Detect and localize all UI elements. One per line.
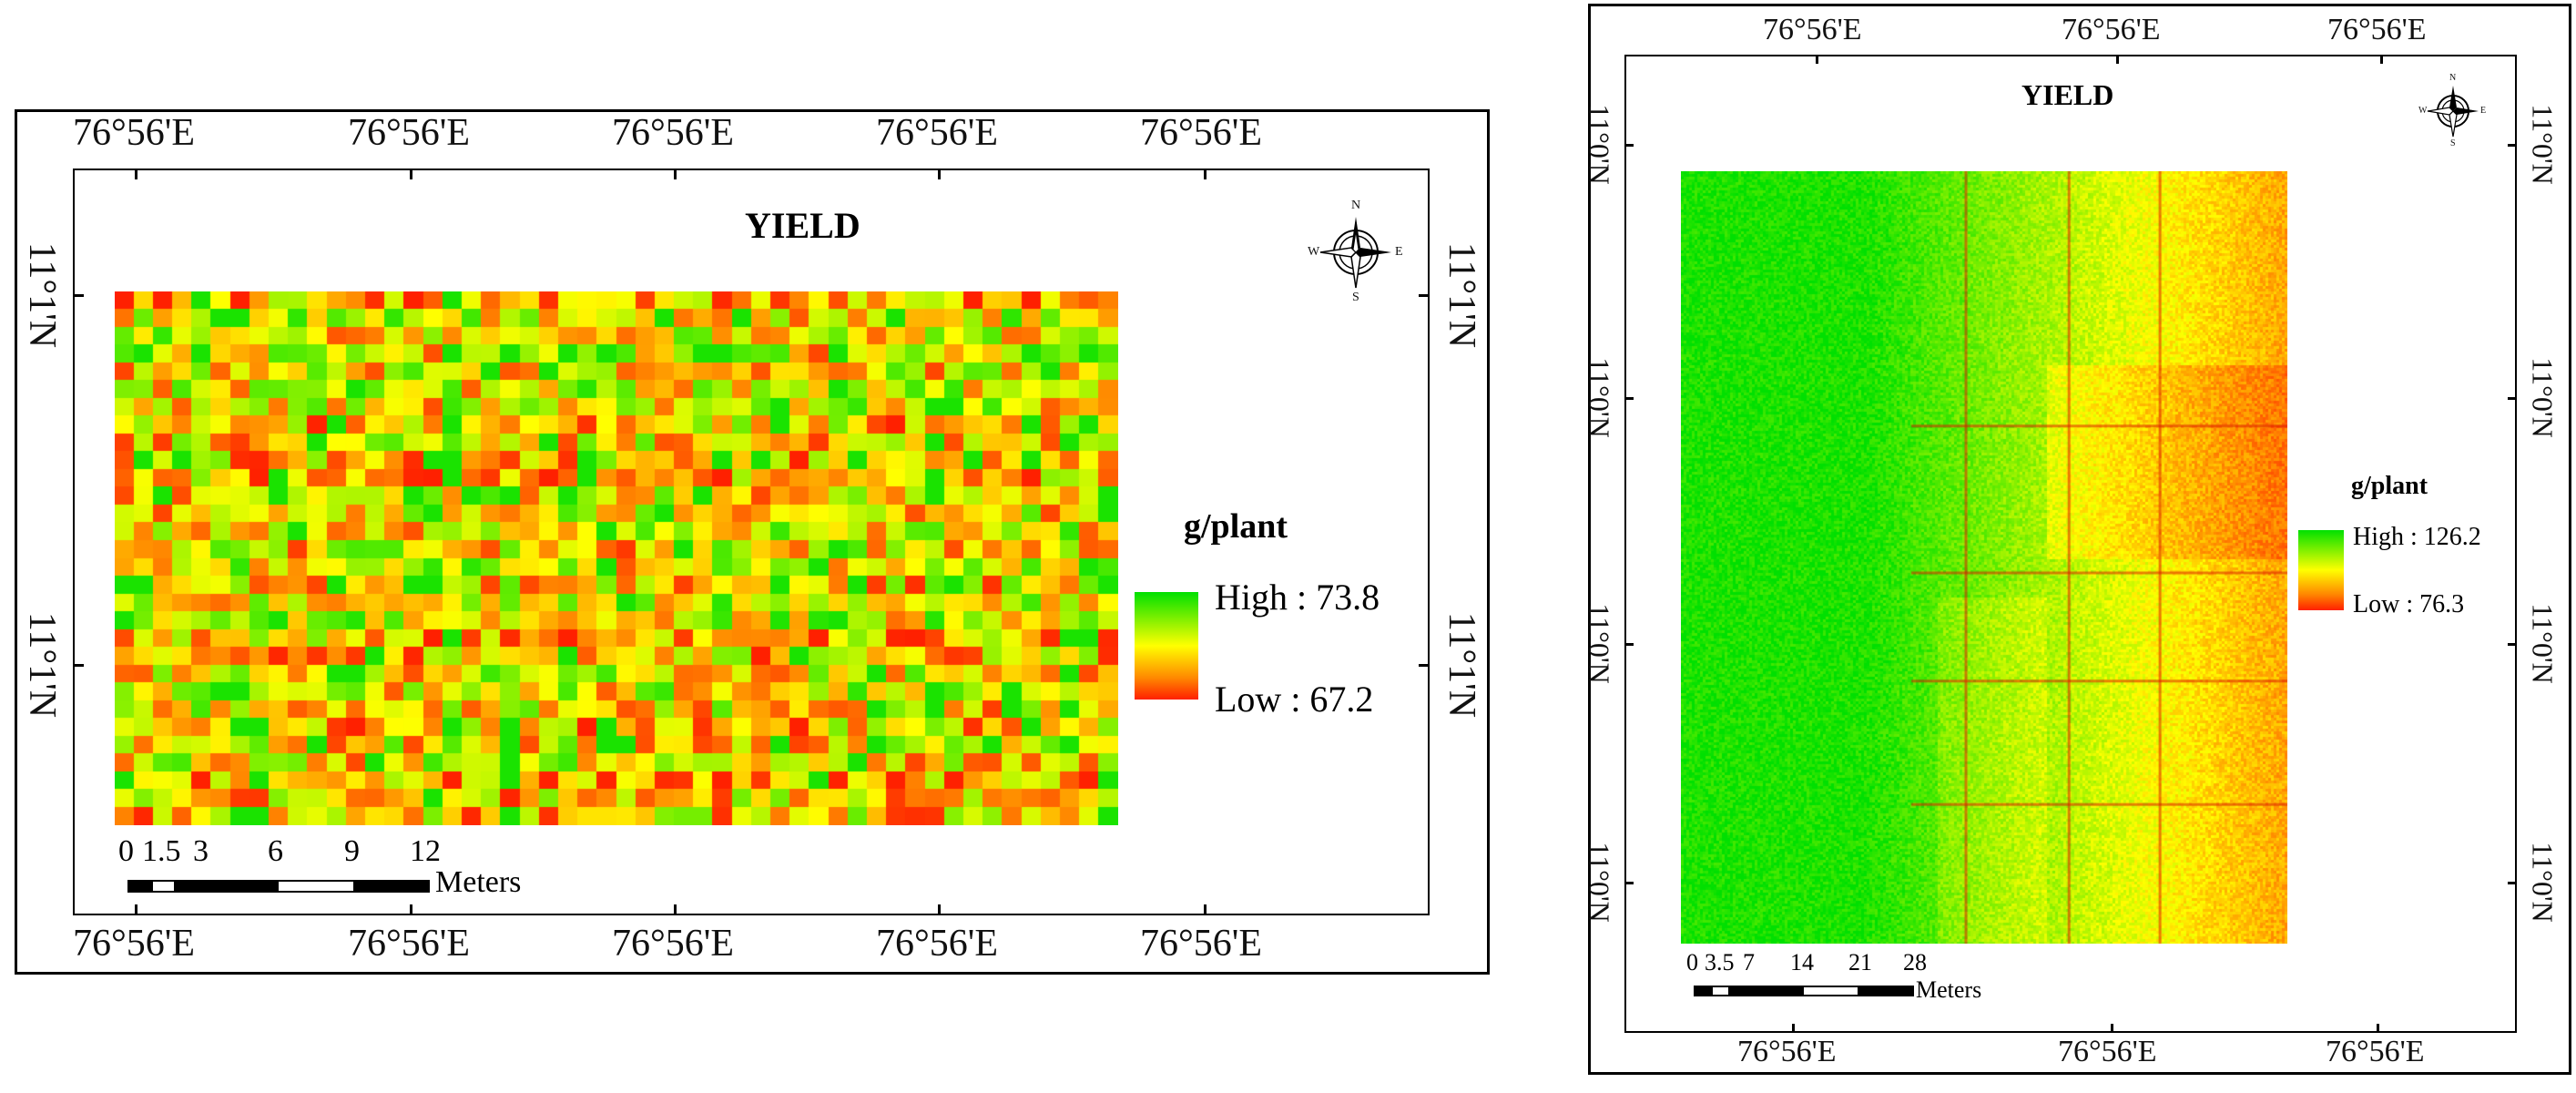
right-top-tick — [2380, 55, 2383, 64]
left-top-lon-label: 76°56'E — [612, 112, 735, 154]
left-lat-tick — [1419, 664, 1430, 667]
right-lat-label-right: 11°0'N — [2526, 104, 2560, 185]
left-scale-tick-label: 1.5 — [142, 834, 181, 868]
compass-e: E — [1395, 245, 1403, 259]
left-lat-label-left: 11°1'N — [21, 241, 63, 349]
left-lat-tick — [73, 664, 84, 667]
compass-w: W — [2418, 106, 2428, 116]
left-scale-tick-label: 3 — [193, 834, 209, 868]
compass-w: W — [1308, 245, 1320, 259]
compass-rose-icon: N S W E — [1302, 199, 1410, 306]
right-legend-low: Low : 76.3 — [2353, 590, 2465, 618]
left-scale-unit: Meters — [435, 865, 522, 899]
right-top-lon-label: 76°56'E — [1763, 13, 1862, 46]
left-map-title: YIELD — [745, 205, 860, 246]
right-legend-high: High : 126.2 — [2353, 523, 2481, 551]
right-lat-tick — [2508, 397, 2517, 400]
right-scale-tick-label: 28 — [1903, 949, 1927, 976]
compass-s: S — [1352, 291, 1359, 304]
left-top-tick — [1204, 169, 1207, 179]
left-scale-tick-label: 9 — [344, 834, 360, 868]
left-bottom-lon-label: 76°56'E — [348, 923, 471, 965]
compass-n: N — [2449, 73, 2457, 83]
left-lat-label-left: 11°1'N — [21, 611, 63, 719]
left-scale-bar — [127, 880, 430, 893]
right-bottom-lon-label: 76°56'E — [1737, 1035, 1837, 1068]
compass-s: S — [2450, 138, 2456, 148]
left-lat-label-right: 11°1'N — [1441, 241, 1482, 349]
right-bottom-tick — [2377, 1024, 2379, 1033]
left-bottom-tick — [938, 904, 941, 915]
left-legend-low: Low : 67.2 — [1215, 679, 1374, 720]
right-lat-label-left: 11°0'N — [1583, 357, 1616, 438]
right-bottom-tick — [1792, 1024, 1795, 1033]
right-scale-tick-label: 21 — [1848, 949, 1872, 976]
left-top-lon-label: 76°56'E — [876, 112, 999, 154]
right-lat-label-left: 11°0'N — [1583, 842, 1616, 923]
right-lat-tick — [1624, 643, 1634, 646]
left-bottom-tick — [135, 904, 137, 915]
left-bottom-tick — [410, 904, 412, 915]
right-lat-tick — [2508, 643, 2517, 646]
left-bottom-lon-label: 76°56'E — [1140, 923, 1263, 965]
left-top-tick — [938, 169, 941, 179]
left-yield-raster — [115, 291, 1118, 825]
right-scale-unit: Meters — [1916, 976, 1982, 1003]
right-top-lon-label: 76°56'E — [2062, 13, 2161, 46]
left-bottom-tick — [1204, 904, 1207, 915]
right-legend-ramp — [2298, 530, 2344, 610]
left-bottom-lon-label: 76°56'E — [612, 923, 735, 965]
left-top-tick — [674, 169, 677, 179]
right-lat-tick — [1624, 882, 1634, 884]
left-top-tick — [410, 169, 412, 179]
right-scale-tick-label: 14 — [1790, 949, 1814, 976]
right-lat-tick — [1624, 144, 1634, 147]
left-scale-tick-label: 6 — [268, 834, 283, 868]
right-lat-tick — [1624, 397, 1634, 400]
left-legend-high: High : 73.8 — [1215, 577, 1380, 618]
left-lat-tick — [73, 294, 84, 297]
right-lat-tick — [2508, 144, 2517, 147]
right-lat-label-left: 11°0'N — [1583, 104, 1616, 185]
right-scale-tick-label: 7 — [1743, 949, 1755, 976]
right-lat-tick — [2508, 882, 2517, 884]
right-lat-label-right: 11°0'N — [2526, 603, 2560, 684]
compass-n: N — [1351, 199, 1361, 212]
left-lat-label-right: 11°1'N — [1441, 611, 1482, 719]
right-top-tick — [2116, 55, 2119, 64]
left-top-lon-label: 76°56'E — [73, 112, 196, 154]
left-legend-title: g/plant — [1184, 507, 1288, 546]
right-lat-label-right: 11°0'N — [2526, 842, 2560, 923]
left-scale-tick-label: 0 — [118, 834, 134, 868]
right-map-neatline — [1624, 55, 2517, 1033]
left-bottom-lon-label: 76°56'E — [876, 923, 999, 965]
right-lat-label-right: 11°0'N — [2526, 357, 2560, 438]
right-bottom-lon-label: 76°56'E — [2326, 1035, 2425, 1068]
right-legend-title: g/plant — [2351, 472, 2428, 500]
right-yield-raster — [1681, 171, 2287, 944]
left-map-neatline — [73, 169, 1430, 915]
right-scale-tick-label: 0 — [1686, 949, 1698, 976]
left-top-lon-label: 76°56'E — [348, 112, 471, 154]
right-scale-bar — [1694, 986, 1914, 996]
left-bottom-lon-label: 76°56'E — [73, 923, 196, 965]
right-scale-tick-label: 3.5 — [1705, 949, 1735, 976]
compass-rose-icon: N S W E — [2415, 73, 2491, 149]
left-legend-ramp — [1135, 592, 1198, 700]
right-bottom-tick — [2111, 1024, 2113, 1033]
left-top-lon-label: 76°56'E — [1140, 112, 1263, 154]
right-lat-label-left: 11°0'N — [1583, 603, 1616, 684]
right-bottom-lon-label: 76°56'E — [2058, 1035, 2157, 1068]
left-top-tick — [135, 169, 137, 179]
left-bottom-tick — [674, 904, 677, 915]
right-top-lon-label: 76°56'E — [2327, 13, 2427, 46]
right-top-tick — [1816, 55, 1818, 64]
left-lat-tick — [1419, 294, 1430, 297]
left-scale-tick-label: 12 — [410, 834, 441, 868]
compass-e: E — [2480, 106, 2487, 116]
right-map-title: YIELD — [2021, 78, 2114, 111]
